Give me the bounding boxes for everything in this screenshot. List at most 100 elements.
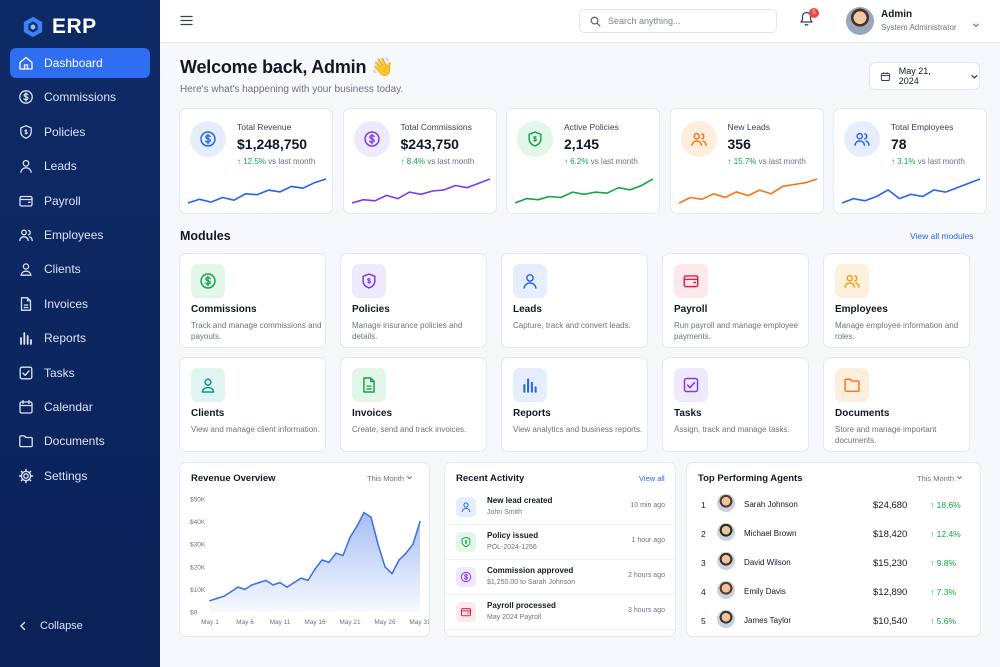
activity-item[interactable]: New lead created John Smith 10 min ago — [445, 491, 675, 525]
page-subtitle: Here's what's happening with your busine… — [180, 84, 404, 95]
stat-change-value: 6.2% — [570, 157, 589, 166]
module-card-tasks[interactable]: Tasks Assign, track and manage tasks. — [662, 357, 809, 452]
user-circle-icon — [20, 263, 32, 277]
agent-avatar — [717, 552, 735, 570]
sidebar-item-commissions[interactable]: Commissions — [10, 82, 150, 112]
date-picker-button[interactable]: May 21, 2024 — [869, 62, 980, 90]
module-card-documents[interactable]: Documents Store and manage important docu… — [823, 357, 970, 452]
sidebar-item-calendar[interactable]: Calendar — [10, 392, 150, 422]
sidebar-item-tasks[interactable]: Tasks — [10, 358, 150, 388]
sidebar-item-clients[interactable]: Clients — [10, 254, 150, 284]
module-description: Store and manage important documents. — [835, 425, 937, 445]
notifications-button[interactable]: 5 — [799, 8, 819, 32]
activity-subtitle: $1,250.00 to Sarah Johnson — [487, 579, 575, 586]
revenue-point — [293, 581, 295, 584]
agent-avatar — [717, 581, 735, 599]
wallet-icon — [19, 195, 33, 207]
sidebar-item-invoices[interactable]: Invoices — [10, 289, 150, 319]
module-card-clients[interactable]: Clients View and manage client informatio… — [179, 357, 326, 452]
arrow-up-icon: ↑ — [564, 157, 571, 166]
module-card-policies[interactable]: Policies Manage insurance policies and de… — [340, 253, 487, 348]
y-tick-label: $40K — [190, 519, 206, 526]
activity-view-all-link[interactable]: View all — [639, 474, 665, 483]
revenue-point — [279, 581, 281, 584]
agent-row[interactable]: 4 Emily Davis $12,890 ↑ 7.3% — [687, 578, 980, 607]
activity-item[interactable]: Policy issued POL-2024-1256 1 hour ago — [445, 526, 675, 560]
agent-avatar — [717, 610, 735, 628]
file-icon — [363, 377, 375, 393]
agent-change: ↑ 18.6% — [930, 500, 961, 510]
stat-change: ↑ 15.7% vs last month — [728, 157, 806, 166]
sidebar-item-dashboard[interactable]: Dashboard — [10, 48, 150, 78]
revenue-point — [363, 511, 365, 514]
module-card-employees[interactable]: Employees Manage employee information and… — [823, 253, 970, 348]
folder-icon — [19, 435, 33, 448]
module-icon-badge — [513, 368, 547, 402]
stat-value: 356 — [727, 136, 751, 152]
stat-card: Total Commissions $243,750 ↑ 8.4% vs last … — [342, 108, 497, 214]
search-input[interactable]: Search anything... — [579, 9, 777, 33]
search-placeholder: Search anything... — [608, 16, 681, 26]
revenue-period-dropdown[interactable]: This Month — [367, 474, 413, 483]
stat-label: Total Employees — [891, 122, 954, 132]
x-tick-label: May 31 — [409, 619, 429, 626]
menu-toggle-button[interactable] — [180, 14, 193, 32]
calendar-icon — [19, 399, 33, 414]
stat-card: New Leads 356 ↑ 15.7% vs last month — [669, 108, 824, 214]
stat-change-suffix: vs last month — [265, 157, 316, 166]
folder-icon — [844, 378, 860, 393]
sparkline — [188, 178, 326, 204]
agent-row[interactable]: 3 David Wilson $15,230 ↑ 9.8% — [687, 549, 980, 578]
user-name[interactable]: Admin — [881, 9, 913, 20]
user-circle-icon — [201, 378, 215, 393]
module-description: View and manage client information. — [191, 425, 320, 434]
activity-item[interactable]: Commission approved $1,250.00 to Sarah Jo… — [445, 561, 675, 595]
revenue-point — [370, 516, 372, 518]
sidebar-item-documents[interactable]: Documents — [10, 426, 150, 456]
activity-icon-badge — [456, 532, 476, 552]
stat-change-suffix: vs last month — [588, 157, 638, 166]
sidebar-item-label: Reports — [44, 331, 87, 346]
sidebar-item-payroll[interactable]: Payroll — [10, 186, 150, 216]
users-icon — [690, 132, 707, 146]
agent-row[interactable]: 5 James Taylor $10,540 ↑ 5.6% — [687, 607, 980, 636]
sidebar-item-employees[interactable]: Employees — [10, 220, 150, 250]
agent-avatar — [717, 494, 735, 512]
module-title: Policies — [352, 304, 390, 315]
sidebar-item-reports[interactable]: Reports — [10, 323, 150, 353]
stat-label: Active Policies — [564, 122, 619, 132]
user-avatar[interactable] — [846, 7, 874, 35]
sparkline — [678, 178, 817, 204]
agent-change: ↑ 5.6% — [930, 616, 956, 626]
app-logo[interactable]: ERP — [0, 0, 160, 44]
agents-period-dropdown[interactable]: This Month — [917, 474, 963, 483]
stat-value: 78 — [891, 136, 907, 152]
module-card-invoices[interactable]: Invoices Create, send and track invoices. — [340, 357, 487, 452]
module-card-reports[interactable]: Reports View analytics and business repor… — [501, 357, 648, 452]
revenue-point — [209, 599, 211, 602]
sidebar-item-label: Tasks — [44, 365, 75, 380]
arrow-up-icon: ↑ — [891, 157, 898, 166]
stat-change-suffix: vs last month — [915, 157, 965, 166]
arrow-up-icon: ↑ — [400, 157, 407, 166]
agent-row[interactable]: 1 Sarah Johnson $24,680 ↑ 18.6% — [687, 491, 980, 520]
sparkline-path — [351, 178, 490, 204]
sidebar-item-leads[interactable]: Leads — [10, 151, 150, 181]
agent-row[interactable]: 2 Michael Brown $18,420 ↑ 12.4% — [687, 520, 980, 549]
module-card-payroll[interactable]: Payroll Run payroll and manage employee p… — [662, 253, 809, 348]
sidebar-item-settings[interactable]: Settings — [10, 461, 150, 491]
activity-title: Commission approved — [487, 566, 574, 575]
module-card-commissions[interactable]: Commissions Track and manage commissions … — [179, 253, 326, 348]
activity-icon-badge — [456, 497, 476, 517]
module-description: Manage insurance policies and details. — [352, 321, 463, 341]
stat-card: Total Employees 78 ↑ 3.1% vs last month — [833, 108, 987, 214]
collapse-button[interactable]: Collapse — [18, 620, 83, 632]
arrow-up-icon: ↑ — [930, 558, 937, 568]
view-all-modules-link[interactable]: View all modules — [910, 231, 974, 241]
user-menu-toggle[interactable] — [972, 16, 980, 34]
activity-item[interactable]: Payroll processed May 2024 Payroll 3 hours… — [445, 596, 675, 630]
sidebar-item-policies[interactable]: Policies — [10, 117, 150, 147]
sidebar-item-label: Commissions — [44, 90, 117, 105]
stat-change-value: 8.4% — [406, 157, 425, 166]
module-card-leads[interactable]: Leads Capture, track and convert leads. — [501, 253, 648, 348]
